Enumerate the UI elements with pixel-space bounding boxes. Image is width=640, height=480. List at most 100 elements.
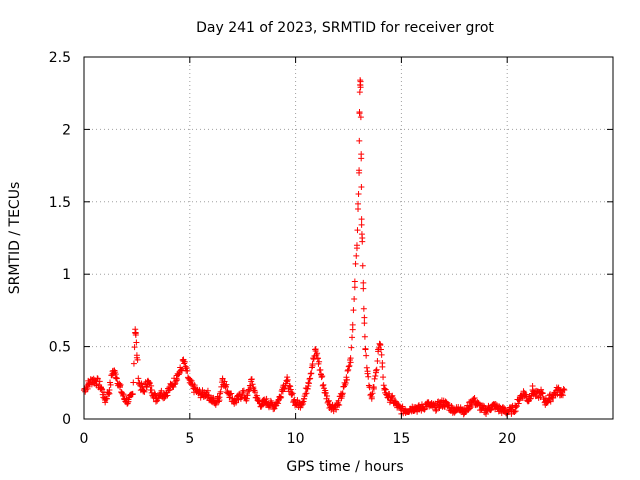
- data-point: [466, 402, 473, 409]
- data-point: [85, 381, 92, 388]
- data-point: [499, 407, 506, 414]
- data-point: [279, 384, 286, 391]
- data-point: [525, 397, 532, 404]
- data-point: [351, 278, 358, 285]
- data-point: [419, 404, 426, 411]
- data-point: [191, 385, 198, 392]
- data-point: [411, 404, 418, 411]
- data-point: [169, 381, 176, 388]
- data-point-fill: [351, 284, 358, 291]
- data-point-fill: [356, 137, 363, 144]
- data-point-fill: [148, 382, 155, 389]
- data-point-fill: [432, 407, 439, 414]
- data-point: [554, 387, 561, 394]
- data-point-fill: [164, 392, 171, 399]
- data-point-fill: [361, 333, 368, 340]
- data-point-fill: [360, 305, 367, 312]
- data-point-fill: [287, 383, 294, 390]
- data-point-fill: [325, 397, 332, 404]
- data-point-fill: [249, 381, 256, 388]
- data-point-fill: [263, 395, 270, 402]
- data-point: [355, 206, 362, 213]
- data-point: [275, 397, 282, 404]
- data-point-fill: [348, 344, 355, 351]
- data-point: [186, 379, 193, 386]
- data-point-fill: [93, 381, 100, 388]
- data-point: [377, 342, 384, 349]
- chart-title: Day 241 of 2023, SRMTID for receiver gro…: [196, 20, 494, 36]
- data-point: [222, 384, 229, 391]
- data-point-fill: [358, 221, 365, 228]
- data-point-fill: [350, 307, 357, 314]
- data-point-fill: [105, 391, 112, 398]
- data-point: [322, 389, 329, 396]
- data-point: [152, 395, 159, 402]
- data-point-fill: [143, 384, 150, 391]
- x-axis-label: GPS time / hours: [286, 459, 403, 475]
- data-point: [288, 391, 295, 398]
- data-point-fill: [304, 385, 311, 392]
- data-point: [379, 363, 386, 370]
- data-point-fill: [355, 190, 362, 197]
- data-point: [521, 389, 528, 396]
- data-point-fill: [94, 375, 101, 382]
- data-point-fill: [217, 388, 224, 395]
- y-tick-label: 2.5: [49, 50, 71, 66]
- data-point-fill: [345, 363, 352, 370]
- x-tick-label: 15: [392, 431, 410, 447]
- data-point: [109, 368, 116, 375]
- data-point-fill: [120, 391, 127, 398]
- data-point-fill: [124, 400, 131, 407]
- data-point: [373, 369, 380, 376]
- data-point-fill: [283, 377, 290, 384]
- data-point-fill: [365, 373, 372, 380]
- data-point: [440, 400, 447, 407]
- data-points: [81, 77, 568, 418]
- y-tick-label: 1: [62, 267, 71, 283]
- data-point: [550, 391, 557, 398]
- data-point: [262, 398, 269, 405]
- data-point-fill: [181, 358, 188, 365]
- data-point-fill: [342, 380, 349, 387]
- data-point: [343, 376, 350, 383]
- data-point-fill: [357, 84, 364, 91]
- data-point: [461, 408, 468, 415]
- data-point-fill: [355, 200, 362, 207]
- data-point: [133, 352, 140, 359]
- data-point: [483, 407, 490, 414]
- data-point: [561, 387, 568, 394]
- data-point: [533, 392, 540, 399]
- data-point: [478, 405, 485, 412]
- data-point-fill: [105, 389, 112, 396]
- data-point-fill: [399, 403, 406, 410]
- data-point: [385, 394, 392, 401]
- data-point-fill: [275, 400, 282, 407]
- data-point-fill: [107, 381, 114, 388]
- data-point: [353, 242, 360, 249]
- y-axis-label: SRMTID / TECUs: [7, 182, 23, 295]
- data-point-fill: [320, 381, 327, 388]
- data-point-fill: [300, 398, 307, 405]
- data-point-fill: [98, 385, 105, 392]
- data-point: [174, 372, 181, 379]
- y-tick-label: 2: [62, 122, 71, 138]
- data-point-fill: [371, 375, 378, 382]
- data-point: [359, 235, 366, 241]
- data-point-fill: [349, 334, 356, 341]
- x-tick-label: 0: [80, 431, 89, 447]
- data-point: [402, 407, 409, 414]
- data-point: [271, 402, 278, 409]
- data-point-fill: [215, 398, 222, 405]
- data-point: [254, 397, 261, 404]
- data-point-fill: [363, 364, 370, 371]
- data-point-fill: [305, 380, 312, 387]
- data-point-fill: [228, 390, 235, 397]
- data-point: [542, 398, 549, 405]
- data-point-fill: [345, 366, 352, 373]
- data-point-fill: [84, 385, 91, 392]
- data-point: [347, 355, 354, 362]
- data-point: [102, 397, 109, 404]
- data-point: [312, 347, 319, 354]
- data-point-fill: [303, 390, 310, 397]
- data-point: [125, 398, 132, 405]
